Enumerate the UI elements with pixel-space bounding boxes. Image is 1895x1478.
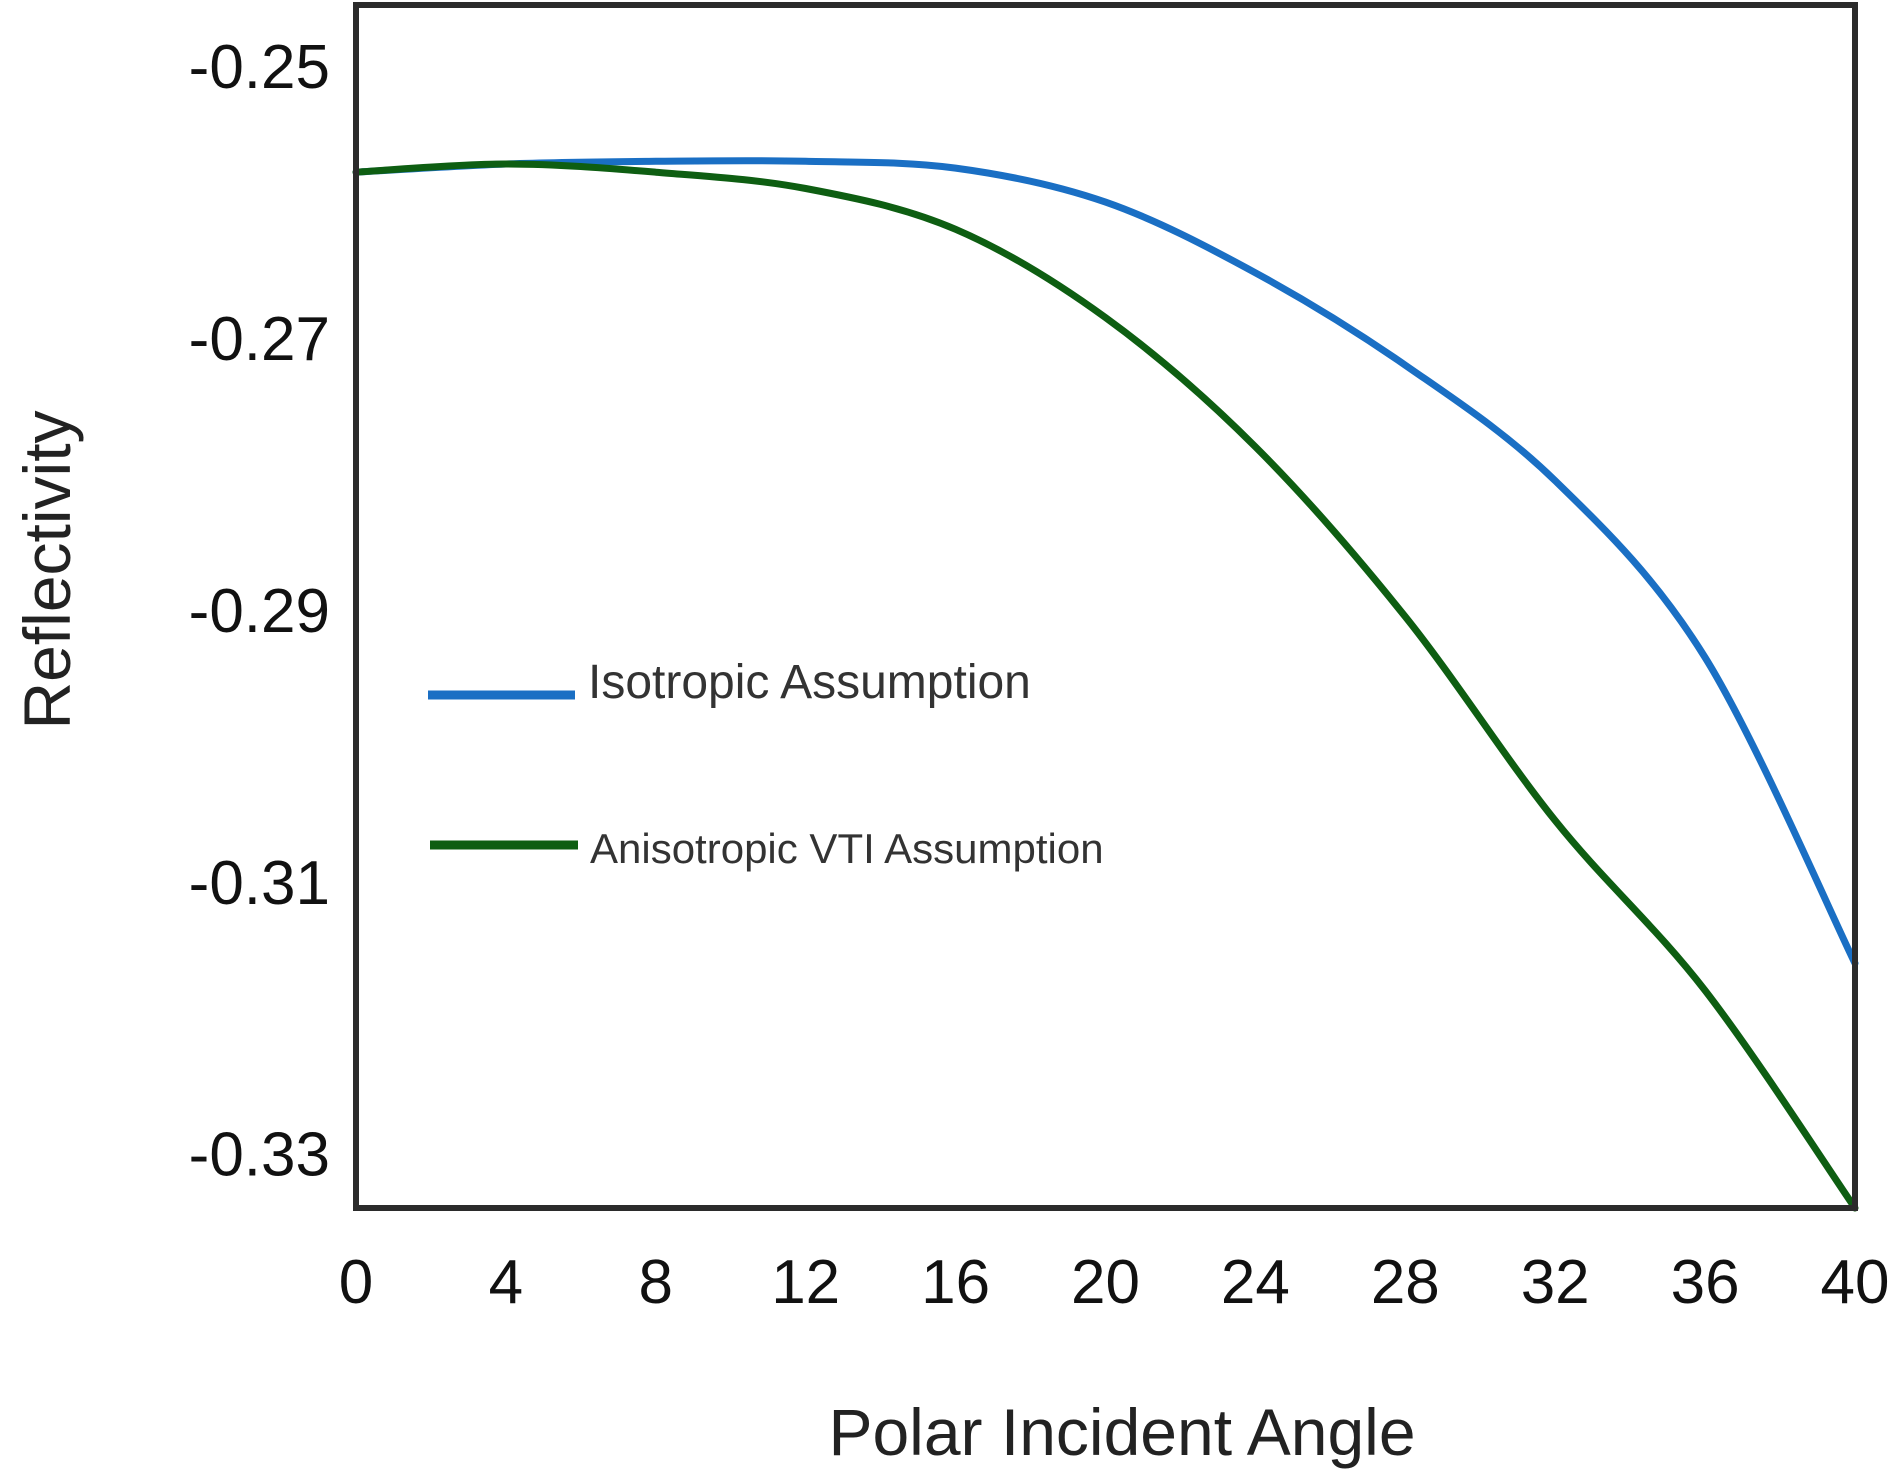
y-axis-title: Reflectivity: [10, 410, 84, 729]
x-tick-label: 40: [1821, 1248, 1890, 1317]
y-tick-label: -0.33: [189, 1121, 330, 1190]
x-axis-ticks: 0 4 8 12 16 20 24 28 32 36 40: [339, 1248, 1890, 1317]
x-tick-label: 20: [1071, 1248, 1140, 1317]
x-tick-label: 36: [1671, 1248, 1740, 1317]
plot-frame: [353, 2, 1858, 1211]
y-tick-label: -0.27: [189, 305, 330, 374]
x-tick-label: 16: [921, 1248, 990, 1317]
x-tick-label: 24: [1221, 1248, 1290, 1317]
x-tick-label: 12: [771, 1248, 840, 1317]
x-tick-label: 4: [489, 1248, 523, 1317]
y-tick-label: -0.31: [189, 849, 330, 918]
legend-label-isotropic: Isotropic Assumption: [588, 656, 1031, 709]
x-tick-label: 32: [1521, 1248, 1590, 1317]
y-axis-ticks: -0.25 -0.27 -0.29 -0.31 -0.33: [189, 33, 330, 1189]
x-tick-label: 0: [339, 1248, 373, 1317]
x-tick-label: 8: [639, 1248, 673, 1317]
x-axis-title: Polar Incident Angle: [828, 1395, 1415, 1469]
isotropic-series-line: [352, 157, 1859, 967]
anisotropic-vti-series-line: [352, 160, 1859, 1212]
x-tick-label: 28: [1371, 1248, 1440, 1317]
y-tick-label: -0.29: [189, 577, 330, 646]
y-tick-label: -0.25: [189, 33, 330, 102]
legend: Isotropic Assumption Anisotropic VTI Assu…: [428, 656, 1104, 872]
plot-area: [352, 157, 1859, 1212]
legend-label-anisotropic-vti: Anisotropic VTI Assumption: [590, 825, 1104, 872]
